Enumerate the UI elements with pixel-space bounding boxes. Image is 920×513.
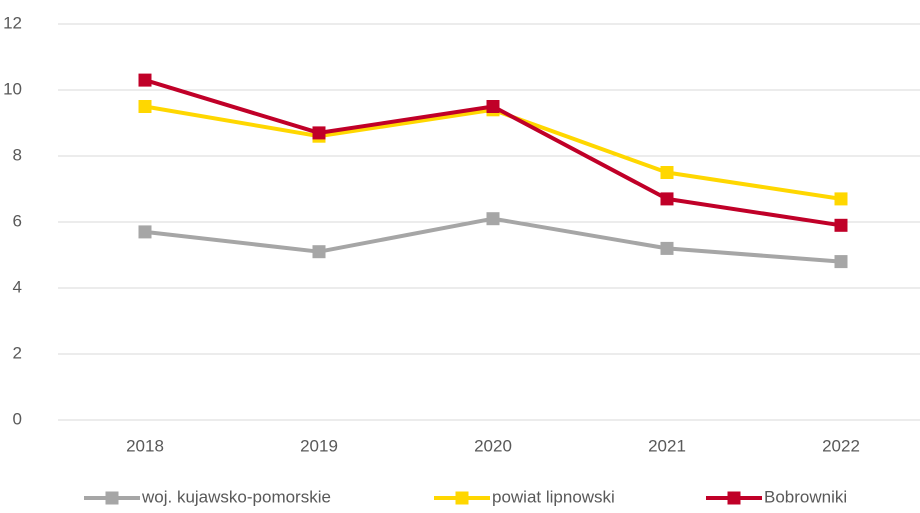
marker (834, 218, 848, 232)
marker (138, 100, 152, 113)
y-tick-label: 6 (13, 211, 22, 230)
y-tick-label: 10 (3, 79, 22, 98)
legend-label: powiat lipnowski (492, 487, 615, 506)
y-tick-label: 4 (13, 277, 22, 296)
series-line (144, 104, 842, 201)
legend-marker (455, 491, 469, 505)
marker (312, 245, 326, 259)
x-tick-label: 2021 (648, 436, 686, 455)
x-tick-label: 2019 (300, 436, 338, 455)
x-tick-label: 2022 (822, 436, 860, 455)
marker (486, 100, 500, 113)
marker (486, 212, 500, 226)
marker (660, 166, 674, 179)
legend-marker (105, 491, 119, 505)
legend-label: Bobrowniki (764, 487, 847, 506)
y-tick-label: 12 (3, 13, 22, 32)
marker (660, 241, 674, 255)
legend-marker (727, 491, 741, 505)
marker (834, 255, 848, 269)
y-tick-label: 0 (13, 409, 22, 428)
marker (312, 126, 326, 140)
y-tick-label: 8 (13, 145, 22, 164)
x-tick-label: 2018 (126, 436, 164, 455)
x-tick-label: 2020 (474, 436, 512, 455)
marker (138, 225, 152, 239)
marker (138, 73, 152, 87)
legend-label: woj. kujawsko-pomorskie (141, 487, 331, 506)
marker (834, 192, 848, 206)
y-tick-label: 2 (13, 343, 22, 362)
marker (660, 192, 674, 206)
